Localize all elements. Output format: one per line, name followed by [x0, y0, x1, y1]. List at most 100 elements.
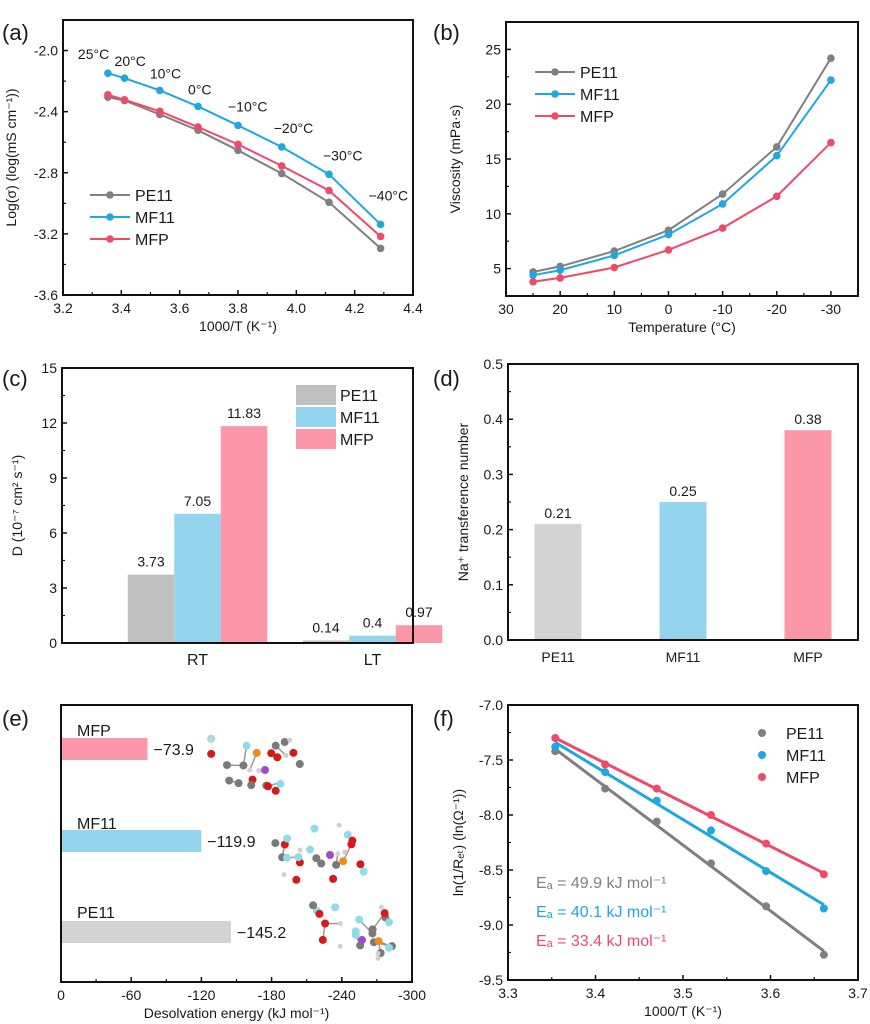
molecule-atom: [335, 851, 341, 857]
molecule-atom: [332, 860, 341, 869]
category-label: MF11: [77, 816, 117, 833]
x-tick-label: -180: [258, 987, 286, 1003]
y-tick-label: -7.5: [479, 752, 503, 768]
panel-c: (c) 3.73 0.14 7.05 0.4 11.83 0.97 0 3 6 9 12 15 RT LT D…: [2, 360, 443, 669]
series-line-PE11: [532, 57, 832, 273]
data-point-PE11: [325, 198, 333, 207]
bar-MF11: [61, 830, 202, 852]
legend-label: PE11: [135, 188, 173, 205]
molecule-atom: [294, 853, 303, 862]
y-tick-label: 0.5: [484, 356, 504, 372]
bar-value-label: 7.05: [184, 493, 211, 509]
temperature-annotation: −40°C: [369, 187, 408, 203]
data-point-PE11: [601, 784, 610, 793]
y-axis-title: ln(1/Rₑₜ) (ln(Ω⁻¹)): [450, 789, 466, 896]
data-point-PE11: [707, 859, 715, 868]
data-point-MF11: [664, 230, 673, 239]
data-point-PE11: [772, 143, 781, 151]
sodium-ion: [358, 936, 366, 944]
category-label: MFP: [77, 723, 111, 740]
molecule-atom: [222, 761, 231, 770]
bar-PE11-RT: [127, 574, 175, 643]
data-point-MFP: [610, 263, 619, 272]
temperature-annotation: −30°C: [323, 147, 362, 163]
activation-energy-label: Eₐ = 49.9 kJ mol⁻¹: [536, 875, 666, 892]
molecule-atom: [315, 909, 324, 918]
y-tick-label: 15: [41, 360, 57, 376]
data-point-MF11: [819, 904, 828, 913]
bar-value-label: 0.38: [794, 411, 821, 427]
panel-label: (d): [433, 366, 460, 391]
y-tick-label: 0.2: [484, 522, 504, 538]
bar-value-label: 0.25: [669, 483, 696, 499]
molecule-atom: [264, 782, 273, 791]
y-tick-label: -2.8: [34, 165, 58, 181]
y-tick-label: 10: [485, 206, 501, 222]
molecule-atom: [359, 867, 368, 876]
legend-swatch-MF11: [296, 407, 336, 427]
y-axis-title: Log(σ) (log(mS cm⁻¹)): [3, 88, 19, 226]
x-tick-label: 30: [498, 301, 514, 317]
molecule-atom: [247, 767, 253, 773]
bar-value-label: 0.4: [363, 615, 383, 631]
fit-line-MFP: [554, 736, 825, 875]
legend-swatch-PE11: [296, 385, 336, 405]
y-tick-label: -8.0: [479, 807, 503, 823]
x-tick-label: 3.4: [112, 300, 132, 316]
legend-marker-PE11: [106, 191, 114, 199]
molecule-atom: [309, 901, 318, 910]
bar-value-label: 0.14: [312, 619, 339, 635]
molecule-atom: [282, 853, 291, 862]
legend-label: MFP: [135, 232, 169, 249]
data-point-MFP: [819, 870, 828, 879]
molecule-atom: [295, 760, 304, 769]
x-tick-label: 3.8: [228, 300, 248, 316]
data-point-PE11: [277, 169, 286, 178]
y-tick-label: 0.0: [484, 632, 504, 648]
y-tick-label: -2.4: [34, 104, 58, 120]
y-tick-label: -7.0: [479, 697, 503, 713]
legend-label: PE11: [580, 65, 618, 82]
panel-label: (f): [433, 706, 454, 731]
series-line-MF11: [532, 79, 832, 277]
molecule-atom: [252, 748, 261, 757]
x-tick-label: 3.7: [848, 985, 868, 1001]
molecule-atom: [305, 845, 314, 854]
data-point-MFP: [234, 140, 242, 149]
molecule-atom: [355, 915, 364, 924]
molecule-atom: [287, 737, 293, 743]
y-tick-label: 0.1: [484, 577, 504, 593]
data-point-MFP: [556, 274, 564, 282]
bar-value-label: −119.9: [207, 834, 255, 851]
bar-value-label: 11.83: [227, 405, 261, 421]
molecule-atom: [368, 929, 377, 938]
temperature-annotation: −10°C: [228, 98, 267, 114]
bar-MFP-LT: [395, 625, 443, 643]
panel-label: (b): [433, 20, 460, 45]
panel-label: (c): [2, 366, 28, 391]
panel-label: (e): [2, 706, 29, 731]
series-line-MFP: [107, 93, 382, 238]
y-tick-label: 3: [49, 580, 57, 596]
x-tick-label: -60: [121, 987, 141, 1003]
activation-energy-label: Eₐ = 33.4 kJ mol⁻¹: [536, 933, 666, 950]
molecule-atom: [374, 937, 383, 946]
molecule-atom: [281, 872, 287, 878]
molecule-atom: [280, 840, 289, 849]
legend-marker-MF11: [758, 751, 766, 759]
panel-f: (f) -7.0 -7.5 -8.0 -8.5 -9.0 -9.53.3 3.4 3.5 3.6 3…: [433, 697, 868, 1019]
y-tick-label: -3.6: [34, 287, 58, 303]
legend-label: MF11: [580, 87, 620, 104]
y-axis-title: D (10⁻⁷ cm² s⁻¹): [9, 455, 25, 557]
y-tick-label: 6: [49, 525, 57, 541]
molecule-atom: [310, 824, 319, 833]
data-point-MF11: [234, 121, 242, 130]
data-point-MF11: [652, 796, 661, 805]
data-point-MF11: [376, 220, 385, 229]
data-point-PE11: [376, 244, 385, 253]
x-category-label: PE11: [541, 649, 574, 665]
data-point-MFP: [827, 138, 835, 147]
panel-label: (a): [2, 20, 29, 45]
x-category-label: MF11: [666, 649, 701, 665]
legend-label: MF11: [340, 410, 380, 427]
